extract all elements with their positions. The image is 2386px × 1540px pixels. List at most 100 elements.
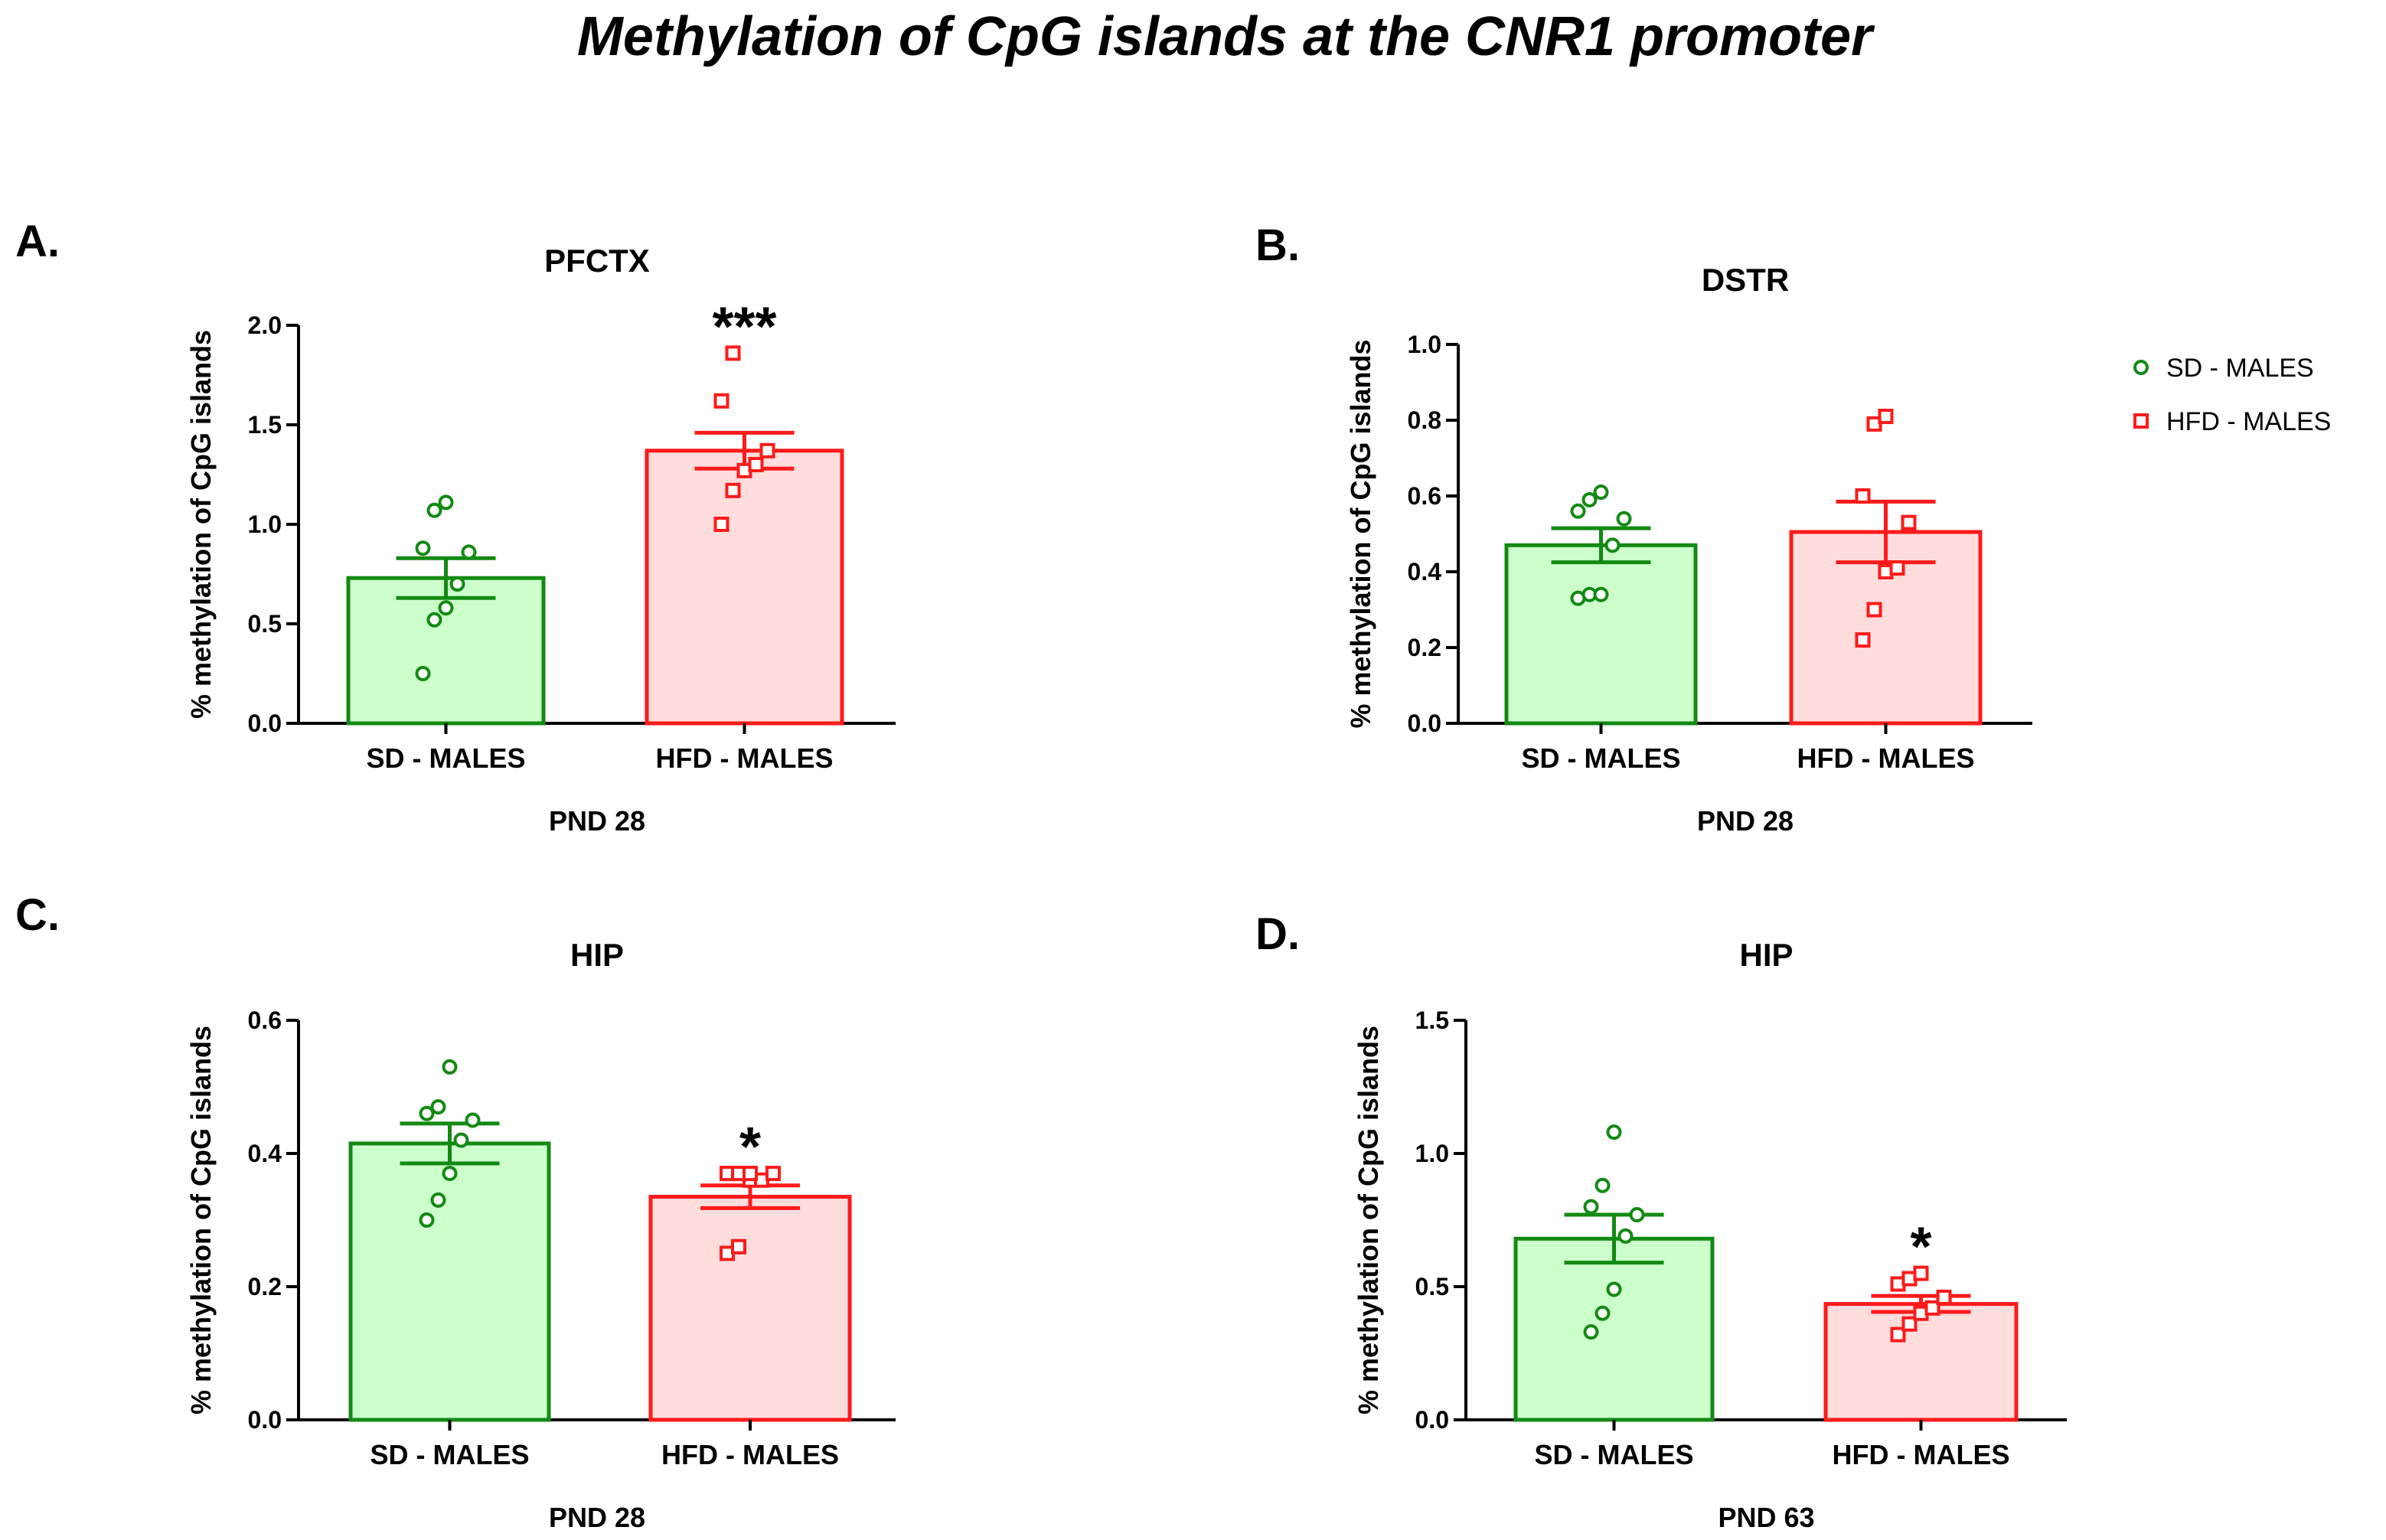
panel-title: HIP [570,937,624,973]
panel-letter: A. [15,217,60,266]
x-tick-label: SD - MALES [1521,742,1680,774]
figure-title: Methylation of CpG islands at the CNR1 p… [577,6,1875,67]
data-point-hfd [748,457,764,472]
panel-2: B. DSTR 0.0 0.2 0.4 0.6 0.8 1.0 % methylation of… [1255,220,2032,837]
data-point-hfd [1855,488,1871,504]
x-tick-label: HFD - MALES [1797,742,1975,774]
data-point-sd [461,544,477,560]
y-tick-label: 0.4 [248,1140,282,1167]
data-point-hfd [713,393,730,409]
data-point-sd [438,494,454,511]
x-tick-label: SD - MALES [366,742,525,774]
panel-letter: C. [15,890,60,940]
panel-title: HIP [1739,937,1793,973]
legend-item-hfd: HFD - MALES [2133,407,2331,436]
x-tick-label: HFD - MALES [1833,1439,2010,1470]
data-point-hfd [1878,409,1894,425]
y-tick-label: 0.6 [248,1007,282,1034]
legend-label: HFD - MALES [2166,407,2331,436]
data-point-sd [1629,1207,1645,1223]
x-axis-label: PND 28 [549,805,645,837]
x-tick-label: HFD - MALES [656,742,834,774]
legend: SD - MALES HFD - MALES [2133,354,2331,436]
data-point-sd [442,1166,458,1182]
y-tick-label: 0.5 [248,610,282,638]
data-point-hfd [1901,1316,1918,1332]
data-point-sd [1604,537,1621,553]
data-point-sd [426,612,442,628]
y-tick-label: 0.2 [1408,634,1441,661]
data-point-hfd [713,517,730,532]
panels: A. PFCTX 0.0 0.5 1.0 1.5 2.0 % methylation of C… [15,217,2067,1533]
panel-1: A. PFCTX 0.0 0.5 1.0 1.5 2.0 % methylation of C… [15,217,896,837]
y-tick-label: 0.0 [248,710,282,737]
data-point-sd [1594,1177,1611,1193]
data-point-sd [442,1059,458,1075]
data-point-sd [438,600,454,616]
y-tick-label: 1.0 [1415,1140,1449,1167]
data-point-sd [419,1105,435,1121]
data-point-sd [1617,1228,1634,1244]
panel-title: PFCTX [544,243,650,279]
data-point-sd [426,502,442,518]
data-point-hfd [759,442,775,458]
y-axis-label: % methylation of CpG islands [1345,339,1376,728]
bar-hfd [1823,1302,2019,1422]
data-point-hfd [1924,1300,1940,1316]
y-tick-label: 0.0 [1415,1406,1449,1434]
y-axis-label: % methylation of CpG islands [1353,1026,1384,1414]
significance-marker: * [1910,1217,1931,1278]
panel-3: C. HIP 0.0 0.2 0.4 0.6 % methylation of CpG is… [15,890,896,1533]
bar-sd [1513,1236,1715,1422]
data-point-sd [1570,503,1586,519]
significance-marker: * [739,1117,761,1178]
x-tick-label: HFD - MALES [661,1439,839,1470]
y-axis-label: % methylation of CpG islands [185,330,217,719]
data-point-sd [1583,1324,1599,1340]
data-point-sd [415,540,431,556]
data-point-hfd [725,482,741,498]
y-tick-label: 0.6 [1408,482,1441,510]
data-point-hfd [1866,602,1882,618]
data-point-sd [1593,586,1609,602]
bar-sd [1504,543,1698,726]
x-axis-label: PND 28 [549,1502,645,1533]
bar-sd [348,1141,551,1422]
data-point-hfd [1890,1326,1906,1343]
y-tick-label: 0.0 [248,1406,282,1434]
y-tick-label: 2.0 [248,312,282,339]
data-point-hfd [731,1238,746,1255]
data-point-sd [415,666,431,681]
data-point-sd [453,1132,469,1148]
legend-item-sd: SD - MALES [2133,354,2314,383]
y-tick-label: 1.0 [248,511,282,538]
data-point-sd [1606,1124,1622,1140]
x-tick-label: SD - MALES [370,1439,529,1470]
y-tick-label: 1.0 [1408,331,1441,358]
data-point-hfd [1913,1265,1929,1281]
significance-marker: *** [712,296,776,357]
panel-4: D. HIP 0.0 0.5 1.0 1.5 % methylation of CpG is… [1255,909,2067,1533]
data-point-sd [1593,485,1609,501]
y-tick-label: 0.4 [1408,558,1442,586]
data-point-hfd [1889,560,1905,576]
data-point-hfd [765,1166,781,1182]
data-point-sd [419,1212,435,1228]
y-tick-label: 0.2 [248,1273,282,1300]
x-axis-label: PND 63 [1718,1502,1814,1533]
y-tick-label: 1.5 [1415,1007,1449,1034]
y-tick-label: 0.0 [1408,710,1441,737]
y-tick-label: 1.5 [248,411,282,439]
data-point-sd [449,576,465,592]
data-point-sd [1594,1305,1611,1321]
data-point-hfd [1901,514,1917,530]
panel-letter: D. [1255,909,1300,959]
panel-letter: B. [1255,220,1300,270]
x-axis-label: PND 28 [1697,805,1794,837]
data-point-sd [1616,511,1632,527]
legend-label: SD - MALES [2166,354,2314,383]
data-point-sd [465,1112,481,1128]
data-point-hfd [725,345,741,361]
legend-marker-circle [2133,360,2149,375]
